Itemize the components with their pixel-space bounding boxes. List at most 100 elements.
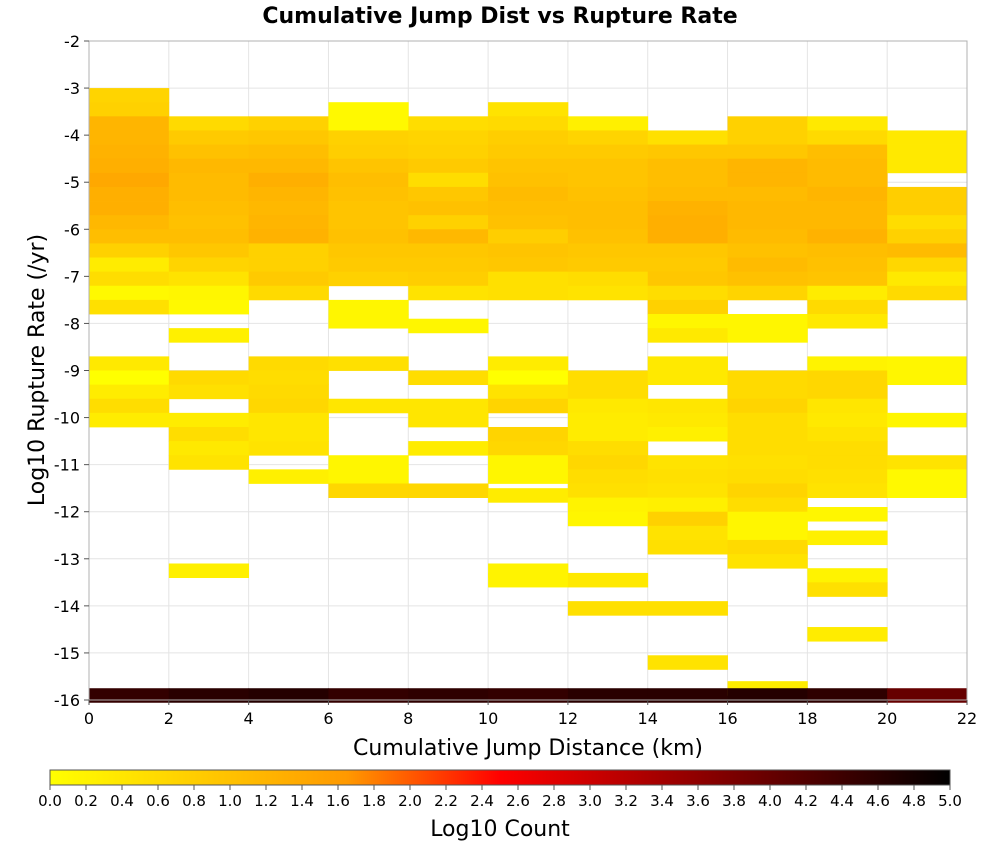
heatmap-cell (328, 144, 409, 160)
colorbar-tick-label: 2.4 (470, 792, 494, 810)
heatmap-cell (727, 469, 808, 484)
heatmap-cell (807, 426, 888, 442)
heatmap-cell (408, 398, 489, 414)
heatmap-cell (168, 299, 250, 315)
heatmap-cell (647, 328, 728, 343)
heatmap-cell (647, 511, 728, 527)
heatmap-cell (727, 201, 808, 216)
heatmap-cell (248, 412, 329, 428)
heatmap-cell (887, 144, 968, 160)
x-tick-label: 6 (323, 709, 333, 728)
colorbar-tick-label: 0.8 (182, 792, 206, 810)
heatmap-cell (567, 144, 649, 160)
heatmap-cell (807, 201, 888, 216)
heatmap-cell (647, 172, 728, 188)
heatmap-cell (727, 215, 808, 230)
colorbar-tick-label: 0.6 (146, 792, 170, 810)
heatmap-cell (647, 601, 728, 616)
x-tick-label: 20 (877, 709, 897, 728)
heatmap-cell (488, 215, 569, 230)
colorbar-tick-label: 4.2 (794, 792, 818, 810)
heatmap-cell (248, 201, 329, 216)
heatmap-cell (727, 455, 808, 470)
heatmap-cell (887, 412, 968, 428)
heatmap-cell (488, 243, 569, 258)
heatmap-cell (248, 469, 329, 484)
heatmap-cell (168, 370, 250, 386)
heatmap-cell (647, 285, 728, 301)
heatmap-cell (168, 243, 250, 258)
heatmap-cell (567, 271, 649, 287)
heatmap-cell (328, 271, 409, 287)
heatmap-cell (727, 384, 808, 400)
heatmap-cell (248, 356, 329, 371)
heatmap-cell (89, 215, 170, 230)
heatmap-cell (647, 130, 728, 145)
heatmap-cell (647, 688, 728, 703)
chart-title: Cumulative Jump Dist vs Rupture Rate (262, 4, 737, 29)
heatmap-cell (647, 483, 728, 498)
colorbar-tick-label: 3.4 (650, 792, 674, 810)
heatmap-cell (647, 215, 728, 230)
heatmap-cell (408, 201, 489, 216)
heatmap-cell (807, 469, 888, 484)
heatmap-cell (168, 688, 250, 703)
heatmap-cell (328, 116, 409, 131)
heatmap-cell (168, 144, 250, 160)
heatmap-cell (408, 412, 489, 428)
colorbar-tick-label: 4.6 (866, 792, 890, 810)
heatmap-cell (727, 398, 808, 414)
colorbar-tick-label: 0.0 (38, 792, 62, 810)
heatmap-cell (887, 356, 968, 371)
y-tick-label: -8 (64, 314, 80, 333)
heatmap-cell (168, 271, 250, 287)
heatmap-cell (887, 158, 968, 174)
heatmap-cell (89, 116, 170, 131)
heatmap-cell (408, 130, 489, 145)
y-tick-label: -2 (64, 32, 80, 51)
heatmap-cell (727, 497, 808, 513)
heatmap-cell (887, 469, 968, 484)
heatmap-cell (807, 483, 888, 498)
heatmap-cell (328, 229, 409, 244)
heatmap-cell (168, 186, 250, 202)
heatmap-cell (248, 384, 329, 400)
heatmap-cell (488, 130, 569, 145)
heatmap-cell (567, 370, 649, 386)
heatmap-cell (567, 257, 649, 273)
heatmap-cell (488, 455, 569, 470)
y-tick-label: -14 (54, 597, 80, 616)
heatmap-cell (328, 455, 409, 470)
heatmap-cell (248, 172, 329, 188)
colorbar-label: Log10 Count (430, 817, 570, 842)
heatmap-cell (168, 426, 250, 442)
x-tick-label: 10 (478, 709, 498, 728)
heatmap-cell (248, 229, 329, 244)
heatmap-cell (89, 144, 170, 160)
heatmap-cell (408, 441, 489, 456)
x-tick-label: 16 (717, 709, 737, 728)
heatmap-cell (488, 688, 569, 703)
colorbar-tick-label: 2.6 (506, 792, 530, 810)
heatmap-cell (567, 412, 649, 428)
heatmap-cell (807, 229, 888, 244)
heatmap-cell (89, 398, 170, 414)
heatmap-cell (727, 328, 808, 343)
heatmap-cell (727, 525, 808, 541)
heatmap-cell (89, 243, 170, 258)
heatmap-cell (647, 186, 728, 202)
heatmap-cell (567, 469, 649, 484)
heatmap-cell (567, 201, 649, 216)
heatmap-cell (887, 243, 968, 258)
heatmap-cell (408, 370, 489, 386)
colorbar-tick-label: 3.6 (686, 792, 710, 810)
heatmap-cell (647, 144, 728, 160)
heatmap-cell (647, 271, 728, 287)
heatmap-cell (248, 158, 329, 174)
heatmap-cell (727, 116, 808, 131)
heatmap-cell (328, 243, 409, 258)
x-tick-label: 0 (84, 709, 94, 728)
heatmap-cell (807, 627, 888, 642)
heatmap-cell (807, 412, 888, 428)
heatmap-cell (168, 285, 250, 301)
